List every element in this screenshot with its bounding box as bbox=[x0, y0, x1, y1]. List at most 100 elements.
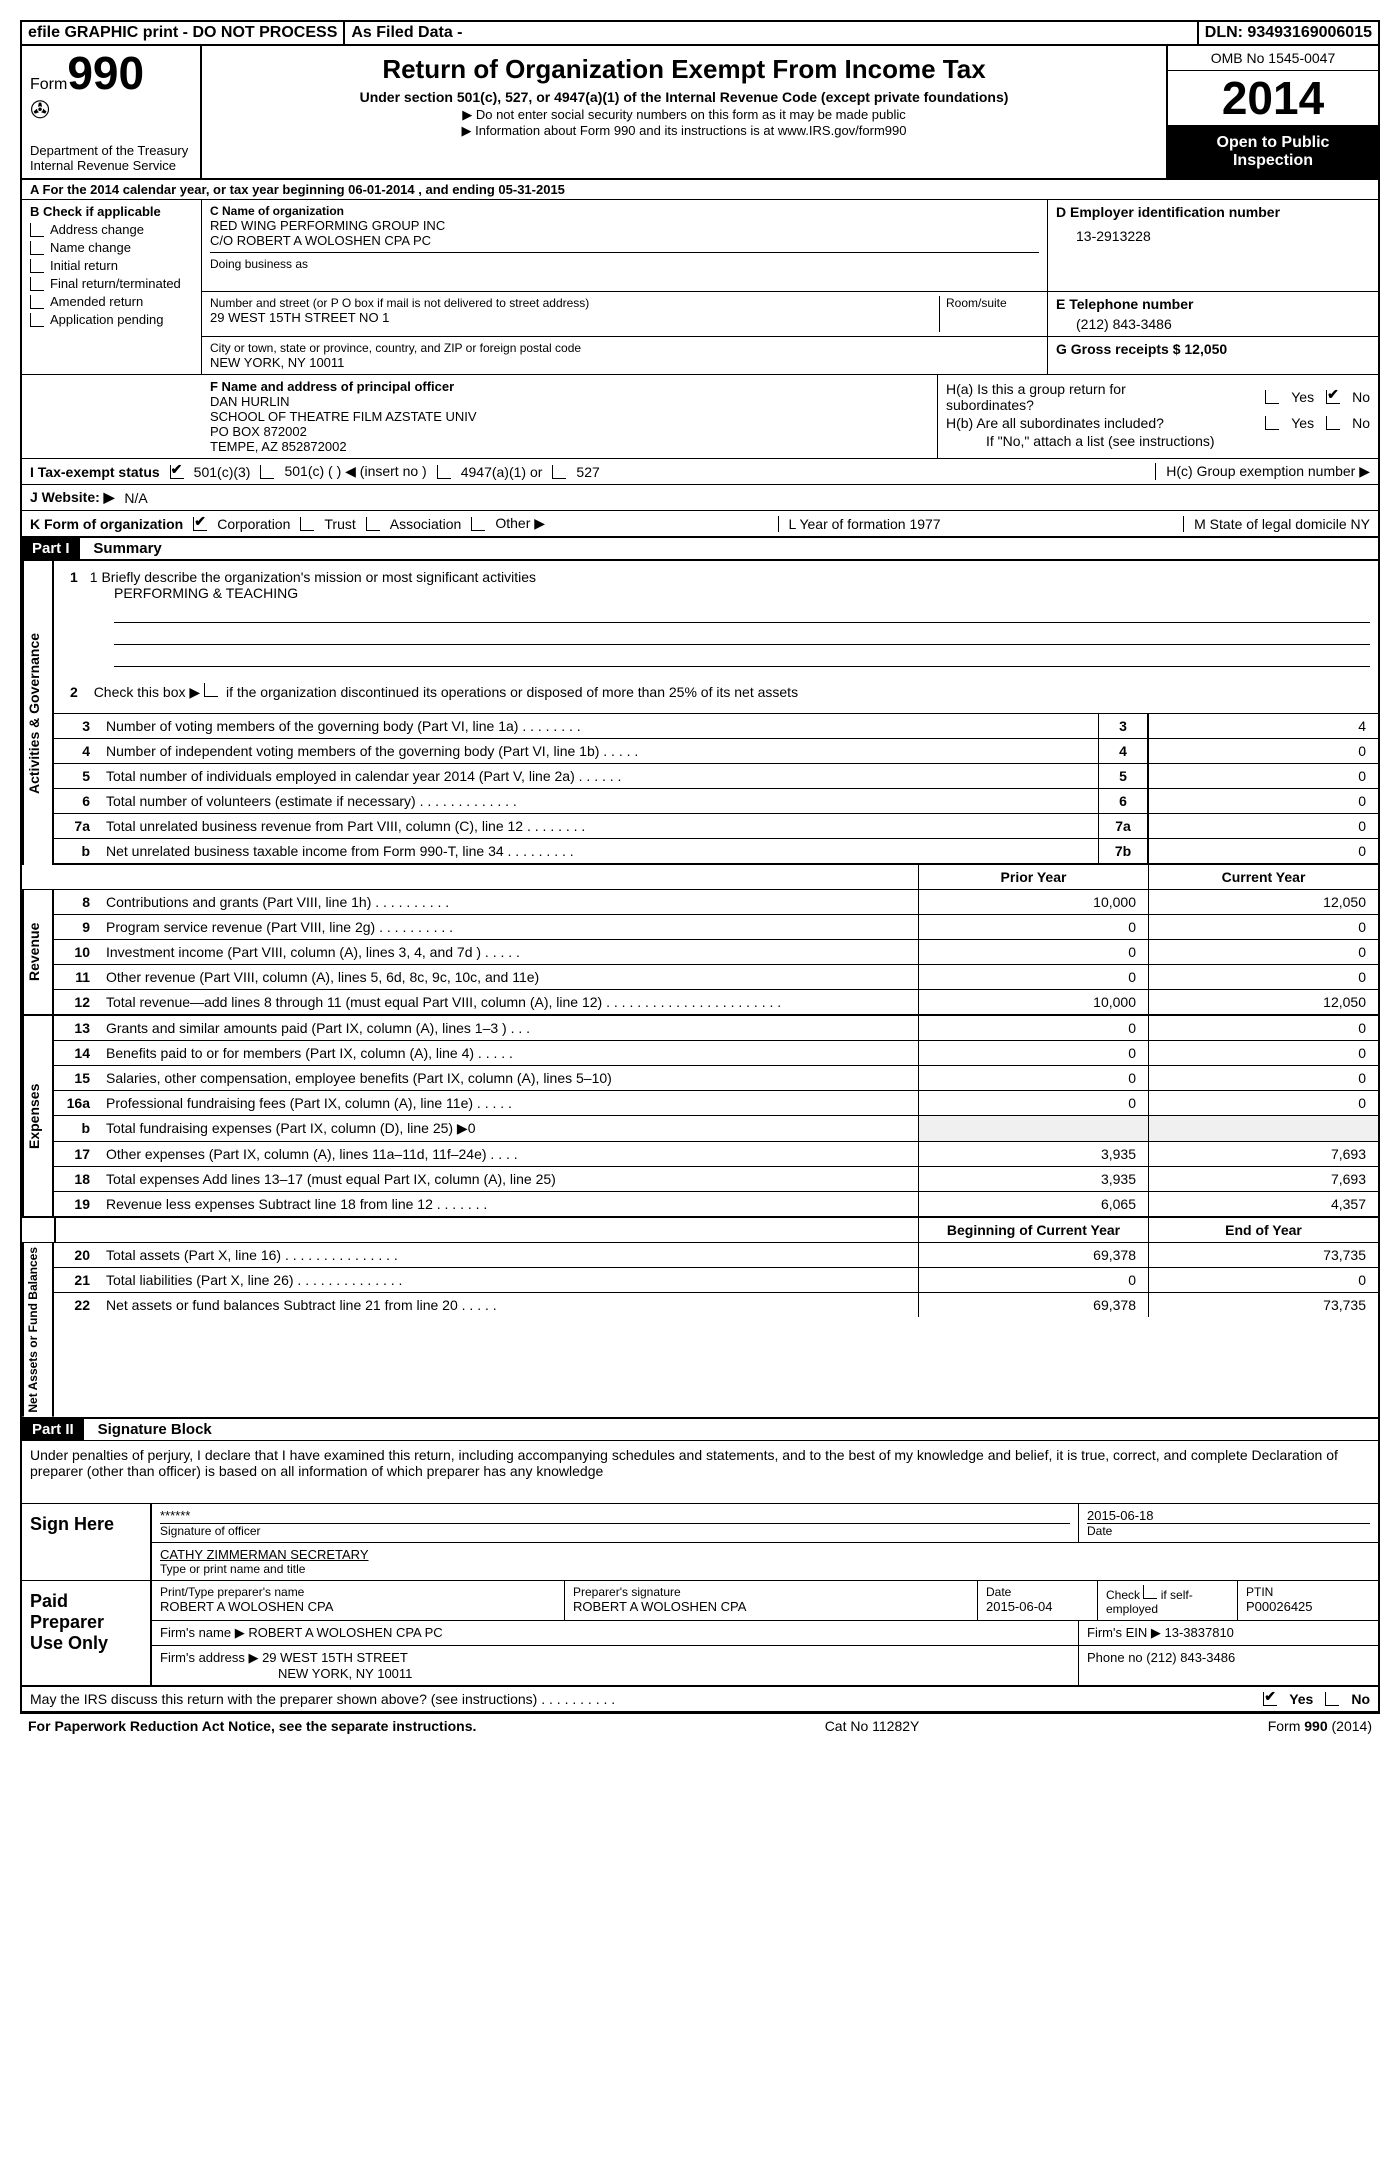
opt-527: 527 bbox=[576, 464, 599, 480]
discuss-row: May the IRS discuss this return with the… bbox=[20, 1687, 1380, 1712]
form-number: 990 bbox=[67, 50, 144, 96]
city-cell: City or town, state or province, country… bbox=[202, 337, 1048, 374]
checkbox[interactable] bbox=[30, 313, 44, 327]
line-desc: Total assets (Part X, line 16) . . . . .… bbox=[98, 1243, 918, 1267]
line-number: 3 bbox=[54, 714, 98, 738]
officer-signature[interactable]: ****** Signature of officer bbox=[152, 1504, 1078, 1542]
assoc-checkbox[interactable] bbox=[366, 517, 380, 531]
firm-label: Firm's name ▶ bbox=[160, 1625, 245, 1640]
check-b-item: Application pending bbox=[30, 312, 193, 327]
dept-treasury: Department of the Treasury bbox=[30, 143, 192, 158]
discuss-no-checkbox[interactable] bbox=[1325, 1692, 1339, 1706]
line-desc: Grants and similar amounts paid (Part IX… bbox=[98, 1016, 918, 1040]
line-desc: Benefits paid to or for members (Part IX… bbox=[98, 1041, 918, 1065]
info-link[interactable]: ▶ Information about Form 990 and its ins… bbox=[212, 123, 1156, 139]
officer-name-cell: CATHY ZIMMERMAN SECRETARY Type or print … bbox=[152, 1543, 1378, 1580]
irs-stamp-icon: ✇ bbox=[30, 96, 192, 125]
501c3-checkbox[interactable] bbox=[170, 465, 184, 479]
column-b-checkboxes: B Check if applicable Address change Name… bbox=[22, 200, 202, 374]
line-number: 16a bbox=[54, 1091, 98, 1115]
current-value: 4,357 bbox=[1148, 1192, 1378, 1216]
summary-line: 6Total number of volunteers (estimate if… bbox=[54, 788, 1378, 813]
checkbox[interactable] bbox=[30, 277, 44, 291]
perjury-text: Under penalties of perjury, I declare th… bbox=[20, 1441, 1380, 1504]
current-value: 0 bbox=[1148, 965, 1378, 989]
line-desc: Number of independent voting members of … bbox=[98, 739, 1098, 763]
checkbox[interactable] bbox=[30, 295, 44, 309]
ha-no-checkbox[interactable] bbox=[1326, 390, 1340, 404]
line-value: 0 bbox=[1148, 789, 1378, 813]
firm-phone: Phone no (212) 843-3486 bbox=[1087, 1650, 1235, 1665]
line-key: 6 bbox=[1098, 789, 1148, 813]
discontinue-checkbox[interactable] bbox=[204, 683, 218, 697]
section-fh: F Name and address of principal officer … bbox=[20, 375, 1380, 459]
hb-no-checkbox[interactable] bbox=[1326, 416, 1340, 430]
prior-value: 0 bbox=[918, 965, 1148, 989]
discuss-yes-checkbox[interactable] bbox=[1263, 1692, 1277, 1706]
end-year-header: End of Year bbox=[1148, 1218, 1378, 1242]
line-desc: Total revenue—add lines 8 through 11 (mu… bbox=[98, 990, 918, 1014]
col-b-blank bbox=[22, 375, 202, 458]
city-value: NEW YORK, NY 10011 bbox=[210, 355, 1039, 370]
section-bcdefgh: B Check if applicable Address change Name… bbox=[20, 200, 1380, 375]
i-label: I Tax-exempt status bbox=[30, 464, 160, 480]
part-i-tag: Part I bbox=[22, 538, 80, 559]
check-b-label: B Check if applicable bbox=[30, 204, 193, 219]
mission-line bbox=[114, 645, 1370, 667]
org-name-1: RED WING PERFORMING GROUP INC bbox=[210, 218, 1039, 233]
line-number: 17 bbox=[54, 1142, 98, 1166]
checkbox[interactable] bbox=[30, 259, 44, 273]
trust-checkbox[interactable] bbox=[300, 517, 314, 531]
prior-value: 3,935 bbox=[918, 1167, 1148, 1191]
hb-yes-checkbox[interactable] bbox=[1265, 416, 1279, 430]
firm-addr-label: Firm's address ▶ bbox=[160, 1650, 258, 1665]
k-label: K Form of organization bbox=[30, 516, 183, 532]
4947-checkbox[interactable] bbox=[437, 465, 451, 479]
ein-cell: D Employer identification number 13-2913… bbox=[1048, 200, 1378, 291]
ha-yes-checkbox[interactable] bbox=[1265, 390, 1279, 404]
self-employed-checkbox[interactable] bbox=[1143, 1585, 1157, 1599]
check-b-item: Name change bbox=[30, 240, 193, 255]
current-value: 7,693 bbox=[1148, 1142, 1378, 1166]
prior-value: 0 bbox=[918, 940, 1148, 964]
other-checkbox[interactable] bbox=[471, 517, 485, 531]
top-left: efile GRAPHIC print - DO NOT PROCESS bbox=[22, 22, 343, 44]
side-activities: Activities & Governance bbox=[22, 561, 54, 865]
checkbox-label: Final return/terminated bbox=[50, 276, 181, 291]
name-ein-row: C Name of organization RED WING PERFORMI… bbox=[202, 200, 1378, 292]
checkbox-label: Initial return bbox=[50, 258, 118, 273]
top-right: DLN: 93493169006015 bbox=[1199, 22, 1378, 44]
current-value: 0 bbox=[1148, 1268, 1378, 1292]
data-row: 12Total revenue—add lines 8 through 11 (… bbox=[54, 989, 1378, 1014]
j-label: J Website: ▶ bbox=[30, 489, 114, 506]
dba-value bbox=[210, 271, 1039, 287]
summary-line: 3Number of voting members of the governi… bbox=[54, 713, 1378, 738]
prep-date-label: Date bbox=[986, 1585, 1089, 1599]
header-right: OMB No 1545-0047 2014 Open to Public Ins… bbox=[1168, 46, 1378, 178]
checkbox[interactable] bbox=[30, 223, 44, 237]
corp-checkbox[interactable] bbox=[193, 517, 207, 531]
addr-phone-row: Number and street (or P O box if mail is… bbox=[202, 292, 1378, 337]
part-i-row: Part I Summary bbox=[20, 538, 1380, 561]
501c-checkbox[interactable] bbox=[260, 465, 274, 479]
g-gross-label: G Gross receipts $ 12,050 bbox=[1056, 341, 1370, 357]
line-desc: Net unrelated business taxable income fr… bbox=[98, 839, 1098, 863]
checkbox-label: Address change bbox=[50, 222, 144, 237]
checkbox[interactable] bbox=[30, 241, 44, 255]
h-cell: H(a) Is this a group return for subordin… bbox=[938, 375, 1378, 458]
527-checkbox[interactable] bbox=[552, 465, 566, 479]
line-desc: Salaries, other compensation, employee b… bbox=[98, 1066, 918, 1090]
checkbox-label: Amended return bbox=[50, 294, 143, 309]
top-bar: efile GRAPHIC print - DO NOT PROCESS As … bbox=[20, 20, 1380, 46]
line-number: b bbox=[54, 1116, 98, 1141]
line-desc: Investment income (Part VIII, column (A)… bbox=[98, 940, 918, 964]
data-row: 18Total expenses Add lines 13–17 (must e… bbox=[54, 1166, 1378, 1191]
e-phone-label: E Telephone number bbox=[1056, 296, 1370, 312]
street-cell: Number and street (or P O box if mail is… bbox=[202, 292, 1048, 336]
page-footer: For Paperwork Reduction Act Notice, see … bbox=[20, 1712, 1380, 1738]
self-emp-cell: Check if self-employed bbox=[1098, 1581, 1238, 1620]
line-desc: Other revenue (Part VIII, column (A), li… bbox=[98, 965, 918, 989]
line-desc: Professional fundraising fees (Part IX, … bbox=[98, 1091, 918, 1115]
line-number: 21 bbox=[54, 1268, 98, 1292]
part-ii-tag: Part II bbox=[22, 1419, 84, 1440]
